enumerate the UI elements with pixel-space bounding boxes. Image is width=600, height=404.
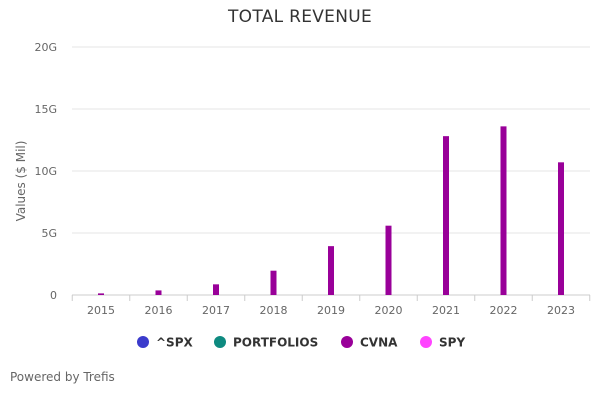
x-tick-label: 2022 <box>490 304 518 317</box>
y-tick-label: 10G <box>34 165 57 178</box>
y-tick-label: 15G <box>34 103 57 116</box>
x-tick-label: 2018 <box>260 304 288 317</box>
bar-cvna-2021[interactable] <box>443 136 449 295</box>
bar-cvna-2020[interactable] <box>385 225 392 295</box>
bars <box>98 126 564 295</box>
x-axis: 2015 2016 2017 2018 2019 2020 2021 2022 2023 <box>71 294 591 317</box>
bar-cvna-2017[interactable] <box>213 284 219 295</box>
x-tick-label: 2023 <box>547 304 575 317</box>
legend-label: ^SPX <box>156 336 193 350</box>
bar-cvna-2018[interactable] <box>270 270 277 295</box>
legend: ^SPX PORTFOLIOS CVNA SPY <box>137 336 465 350</box>
legend-item-cvna[interactable]: CVNA <box>341 336 398 350</box>
legend-item-spx[interactable]: ^SPX <box>137 336 193 350</box>
bar-cvna-2016[interactable] <box>155 290 162 295</box>
x-tick-label: 2015 <box>87 304 115 317</box>
legend-label: SPY <box>439 336 465 350</box>
x-tick-label: 2020 <box>375 304 403 317</box>
x-tick-label: 2016 <box>145 304 173 317</box>
legend-marker <box>341 336 353 348</box>
bar-cvna-2019[interactable] <box>328 246 334 295</box>
legend-marker <box>137 336 149 348</box>
y-axis-ticks: 0 5G 10G 15G 20G <box>34 41 57 302</box>
bar-cvna-2023[interactable] <box>558 162 564 295</box>
legend-label: CVNA <box>360 336 398 350</box>
legend-item-portfolios[interactable]: PORTFOLIOS <box>214 336 318 350</box>
x-tick-label: 2019 <box>317 304 345 317</box>
y-axis-title: Values ($ Mil) <box>14 141 28 222</box>
legend-marker <box>420 336 432 348</box>
x-tick-label: 2017 <box>202 304 230 317</box>
legend-item-spy[interactable]: SPY <box>420 336 465 350</box>
bar-cvna-2022[interactable] <box>500 126 507 295</box>
grid-lines <box>72 46 590 234</box>
bar-cvna-2015[interactable] <box>98 293 104 295</box>
x-tick-label: 2021 <box>432 304 460 317</box>
y-tick-label: 20G <box>34 41 57 54</box>
legend-marker <box>214 336 226 348</box>
y-tick-label: 5G <box>41 227 57 240</box>
chart-title: TOTAL REVENUE <box>227 7 373 27</box>
y-axis-title: Values ($ Mil) <box>14 141 28 222</box>
y-tick-label: 0 <box>50 289 57 302</box>
legend-label: PORTFOLIOS <box>233 336 318 350</box>
credits-text[interactable]: Powered by Trefis <box>10 370 115 384</box>
